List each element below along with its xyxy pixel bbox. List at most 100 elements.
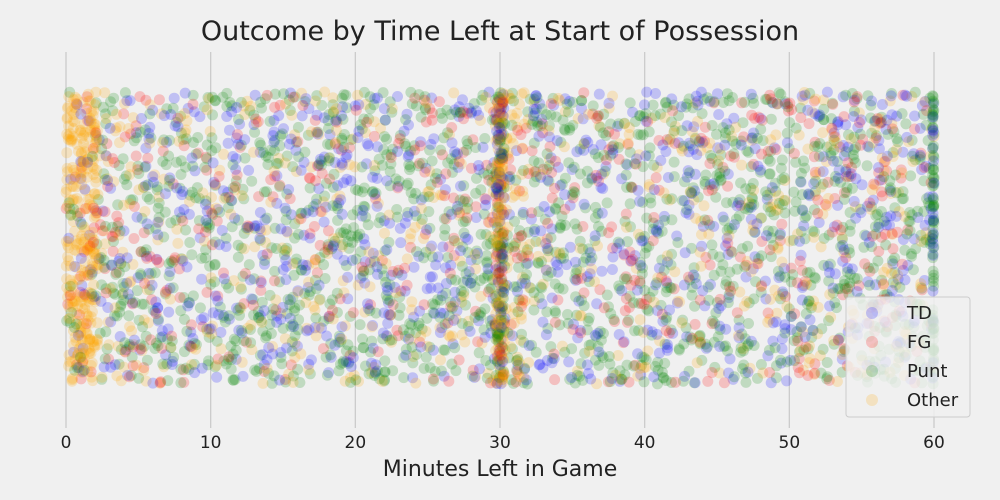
data-point (448, 232, 460, 244)
data-point (179, 87, 191, 99)
data-point (518, 336, 530, 348)
data-point (424, 341, 436, 353)
data-point (201, 326, 213, 338)
data-point (482, 270, 494, 282)
data-point (113, 229, 125, 241)
data-point (82, 115, 94, 127)
data-point (281, 308, 293, 320)
data-point (91, 333, 103, 345)
data-point (147, 304, 159, 316)
data-point (901, 131, 913, 143)
data-point (167, 355, 179, 367)
data-point (688, 194, 700, 206)
data-point (200, 221, 212, 233)
data-point (64, 128, 76, 140)
data-point (730, 138, 742, 150)
data-point (84, 287, 96, 299)
data-point (542, 251, 554, 263)
data-point (419, 91, 431, 103)
data-point (68, 109, 80, 120)
data-point (100, 287, 112, 299)
data-point (428, 192, 440, 203)
data-point (67, 372, 78, 384)
data-point (549, 374, 561, 386)
data-point (897, 89, 909, 101)
data-point (864, 197, 876, 209)
data-point (89, 99, 101, 111)
data-point (507, 138, 519, 150)
data-point (760, 293, 772, 305)
data-point (620, 293, 632, 304)
data-point (110, 108, 122, 120)
data-point (794, 346, 805, 358)
data-point (385, 152, 397, 163)
data-point (231, 169, 243, 181)
data-point (350, 184, 361, 195)
data-point (337, 357, 349, 369)
data-point (884, 182, 896, 194)
data-point (414, 140, 426, 152)
data-point (814, 350, 826, 362)
data-point (291, 340, 303, 352)
data-point (589, 148, 601, 160)
data-point (306, 161, 317, 173)
data-point (661, 250, 673, 262)
data-point (369, 366, 381, 378)
data-point (591, 112, 603, 124)
data-point (920, 234, 932, 246)
data-point (168, 351, 180, 363)
data-point (369, 93, 381, 104)
data-point (235, 281, 246, 293)
data-point (628, 360, 640, 372)
data-point (892, 273, 904, 285)
data-point (312, 126, 324, 138)
data-point (124, 169, 136, 181)
data-point (399, 217, 411, 229)
data-point (845, 219, 856, 231)
data-point (71, 245, 83, 257)
data-point (463, 315, 475, 327)
data-point (255, 275, 267, 287)
data-point (150, 308, 162, 319)
data-point (694, 329, 706, 341)
data-point (303, 259, 315, 271)
data-point (127, 194, 139, 206)
data-point (578, 138, 590, 150)
data-point (175, 169, 187, 180)
data-point (659, 357, 671, 369)
data-point (897, 234, 909, 245)
data-point (621, 221, 632, 233)
data-point (840, 119, 852, 131)
data-point (384, 96, 396, 108)
data-point (127, 112, 139, 124)
data-point (513, 357, 525, 369)
data-point (757, 367, 769, 379)
data-point (692, 99, 704, 111)
data-point (924, 238, 936, 250)
data-point (67, 194, 78, 206)
data-point (614, 283, 626, 295)
data-point (629, 116, 641, 127)
data-point (583, 345, 595, 357)
data-point (810, 93, 821, 105)
data-point (313, 321, 325, 333)
data-point (395, 285, 407, 297)
data-point (357, 186, 368, 198)
data-point (470, 212, 482, 223)
data-point (915, 229, 927, 241)
data-point (486, 114, 498, 126)
data-point (458, 227, 470, 239)
x-tick-label: 10 (200, 433, 222, 453)
data-point (545, 341, 557, 353)
data-point (112, 340, 124, 352)
data-point (887, 243, 899, 255)
data-point (714, 251, 725, 263)
data-point (384, 180, 396, 192)
data-point (661, 134, 673, 146)
data-point (873, 245, 885, 257)
data-point (763, 344, 775, 356)
data-point (211, 215, 223, 227)
data-point (593, 221, 604, 232)
data-point (255, 284, 267, 296)
data-point (834, 141, 846, 153)
